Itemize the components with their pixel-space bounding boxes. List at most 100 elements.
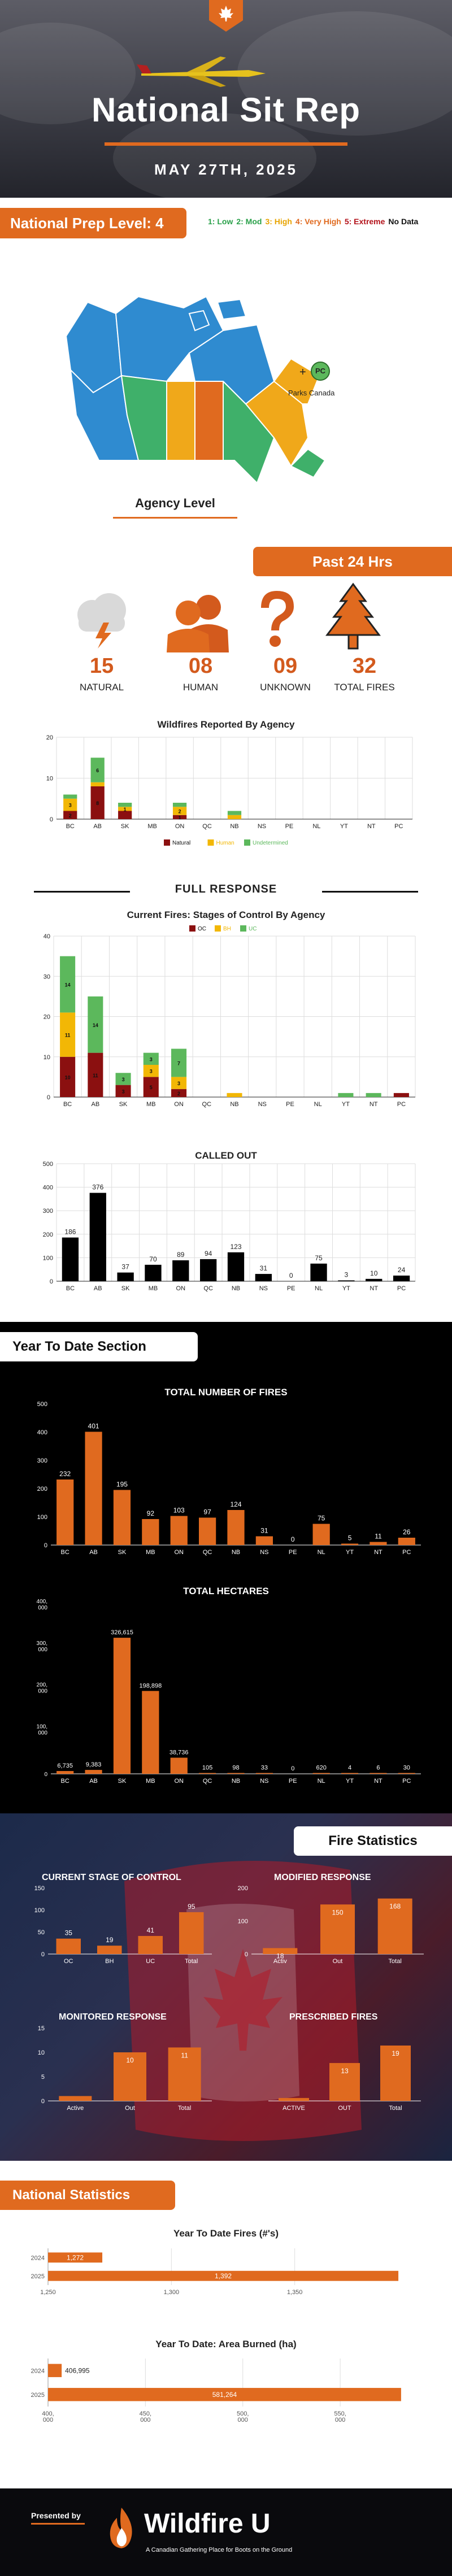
y-tick-label: 200 (238, 1885, 248, 1892)
footer-tagline: A Canadian Gathering Place for Boots on … (146, 2547, 293, 2553)
x-tick-label: NL (314, 1101, 322, 1108)
x-tick-label: ON (174, 1549, 184, 1556)
parks-prefix: + (299, 366, 306, 378)
ytd-fires-chart: 1,250 1,300 1,350 2024 1,272 2025 1,392 (31, 2248, 399, 2296)
x-tick-label: QC (202, 1101, 212, 1108)
data-label: 1,272 (67, 2253, 84, 2261)
bar (62, 1237, 79, 1281)
x-tick-label: SK (118, 1778, 127, 1785)
bar (312, 1524, 330, 1545)
data-label: 2 (179, 809, 181, 815)
bar (56, 1938, 81, 1954)
x-tick-label: NT (370, 1285, 378, 1292)
bar-natural (63, 811, 77, 819)
map-region-sk (166, 381, 195, 461)
x-tick-label: NT (367, 823, 376, 830)
bar-human (118, 807, 132, 811)
map-region-nl (273, 358, 320, 404)
y-tick-label: 0 (245, 1951, 248, 1958)
data-label: 4 (348, 1765, 351, 1772)
bar (48, 2388, 401, 2401)
data-label: 41 (147, 1926, 155, 1934)
x-tick-label: NS (259, 1285, 268, 1292)
x-tick-label: 000 (43, 2417, 53, 2423)
bar-undetermined (172, 803, 187, 807)
x-tick-label: 450, (140, 2410, 151, 2417)
legend-swatch (244, 839, 250, 846)
data-label: 0 (291, 1765, 294, 1772)
stat-label: HUMAN (182, 682, 219, 693)
bar-oc (115, 1085, 131, 1097)
x-tick-label: 1,350 (287, 2289, 303, 2296)
x-tick-label: PC (402, 1549, 411, 1556)
data-label: 232 (59, 1470, 71, 1478)
y-tick-label: 000 (38, 1689, 47, 1695)
y-tick-label: 10 (46, 776, 53, 782)
bar-bh (227, 1093, 242, 1097)
data-label: 6 (376, 1765, 380, 1772)
y-tick-label: 0 (50, 1278, 53, 1285)
x-tick-label: Total (178, 2105, 191, 2112)
data-label: 89 (177, 1251, 185, 1259)
data-label: 75 (315, 1254, 323, 1262)
monitored-chart-title: MONITORED RESPONSE (59, 2012, 167, 2022)
x-tick-label: Active (67, 2105, 84, 2112)
stat-label: TOTAL FIRES (334, 682, 395, 693)
stage-chart-title: CURRENT STAGE OF CONTROL (42, 1873, 181, 1882)
bar (380, 2045, 411, 2101)
x-tick-label: MB (147, 823, 157, 830)
x-tick-label: 550, (334, 2410, 346, 2417)
agency-level-caption: Agency Level (135, 496, 215, 510)
data-label: 2 (69, 813, 72, 819)
agency-level-underline (113, 517, 237, 519)
data-label: 9,383 (86, 1761, 102, 1768)
x-tick-label: NL (315, 1285, 323, 1292)
y-tick-label: 000 (38, 1730, 47, 1736)
x-tick-label: BC (66, 823, 75, 830)
data-label: 3 (69, 803, 72, 808)
bar (312, 1773, 330, 1774)
data-label: 11 (65, 1033, 71, 1038)
data-label: 376 (92, 1183, 103, 1191)
hero-banner: National Sit Rep MAY 27TH, 2025 (0, 0, 452, 198)
x-tick-label: NT (370, 1101, 378, 1108)
data-label: 124 (230, 1500, 241, 1508)
y-tick-label: 15 (38, 2025, 45, 2032)
data-label: 98 (232, 1765, 239, 1772)
bar (255, 1274, 272, 1281)
prep-legend-item: 4: Very High (295, 217, 341, 226)
y-tick-label: 20 (44, 1014, 50, 1021)
lightning-cloud-icon (77, 593, 126, 649)
data-label: 123 (230, 1243, 241, 1251)
control-chart-title: Current Fires: Stages of Control By Agen… (127, 910, 325, 920)
x-tick-label: YT (342, 1101, 350, 1108)
bar (138, 1936, 163, 1954)
x-tick-label: YT (342, 1285, 350, 1292)
report-date: MAY 27TH, 2025 (154, 161, 298, 178)
data-label: 406,995 (65, 2366, 90, 2374)
x-tick-label: UC (146, 1958, 155, 1965)
data-label: 26 (403, 1528, 411, 1536)
bar (341, 1773, 359, 1774)
x-tick-label: AB (89, 1549, 98, 1556)
map-region-nu (188, 324, 275, 405)
bar-undetermined (227, 811, 242, 815)
data-label: 10 (126, 2056, 134, 2064)
y-tick-label: 300, (37, 1641, 47, 1647)
x-tick-label: NB (232, 1549, 240, 1556)
data-label: 186 (64, 1228, 76, 1236)
x-tick-label: PC (397, 1285, 406, 1292)
data-label: 1 (124, 807, 127, 812)
tree-icon (325, 582, 381, 650)
stat-label: UNKNOWN (260, 682, 311, 693)
y-tick-label: 400 (37, 1429, 47, 1436)
x-tick-label: SK (118, 1549, 127, 1556)
bar (227, 1252, 245, 1281)
y-tick-label: 200 (43, 1232, 53, 1238)
y-tick-label: 20 (46, 734, 53, 741)
legend-label: UC (249, 926, 257, 932)
y-tick-label: 100, (37, 1724, 47, 1730)
x-tick-label: PC (402, 1778, 411, 1785)
bar (310, 1263, 327, 1281)
legend-label: BH (223, 926, 231, 932)
